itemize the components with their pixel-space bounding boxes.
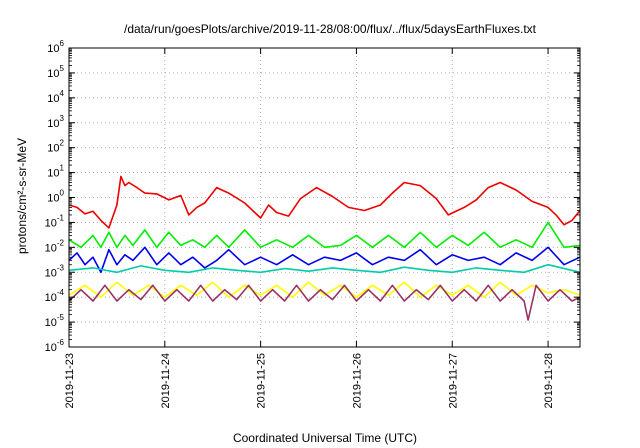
series-line-4: [68, 263, 581, 274]
y-tick-exponent: 5: [60, 64, 65, 73]
y-tick-exponent: -4: [57, 288, 65, 297]
y-tick-exponent: 1: [60, 164, 65, 173]
series-line-1: [68, 175, 581, 229]
y-tick-exponent: 6: [60, 39, 65, 48]
y-tick-exponent: -5: [57, 313, 65, 322]
x-tick-label: 2019-11-26: [351, 353, 363, 408]
series-line-6: [68, 284, 581, 321]
y-tick-exponent: -6: [57, 338, 65, 347]
x-tick-label: 2019-11-25: [256, 353, 268, 408]
y-tick-exponent: 0: [60, 189, 65, 198]
series-line-3: [68, 246, 581, 274]
x-tick-label: 2019-11-24: [160, 353, 172, 408]
series-layer: [68, 175, 581, 321]
y-tick-exponent: -2: [57, 238, 65, 247]
y-tick-exponent: 2: [60, 139, 65, 148]
x-axis-label: Coordinated Universal Time (UTC): [233, 431, 417, 445]
chart-title: /data/run/goesPlots/archive/2019-11-28/0…: [124, 22, 537, 36]
y-tick-exponent: 4: [60, 89, 65, 98]
x-tick-label: 2019-11-28: [543, 353, 555, 408]
y-tick-exponent: 3: [60, 114, 65, 123]
x-tick-label: 2019-11-27: [447, 353, 459, 408]
axes: [68, 47, 581, 348]
y-axis-label: protons/cm²-s-sr-MeV: [15, 138, 29, 254]
y-tick-exponent: -3: [57, 263, 65, 272]
plot-frame: [68, 47, 581, 348]
x-tick-label: 2019-11-23: [64, 353, 76, 408]
x-tick-labels: 2019-11-23 2019-11-24 2019-11-25 2019-11-26…: [64, 353, 555, 408]
series-line-5: [68, 281, 581, 299]
y-tick-exponent: -1: [57, 213, 65, 222]
series-line-2: [68, 221, 581, 249]
